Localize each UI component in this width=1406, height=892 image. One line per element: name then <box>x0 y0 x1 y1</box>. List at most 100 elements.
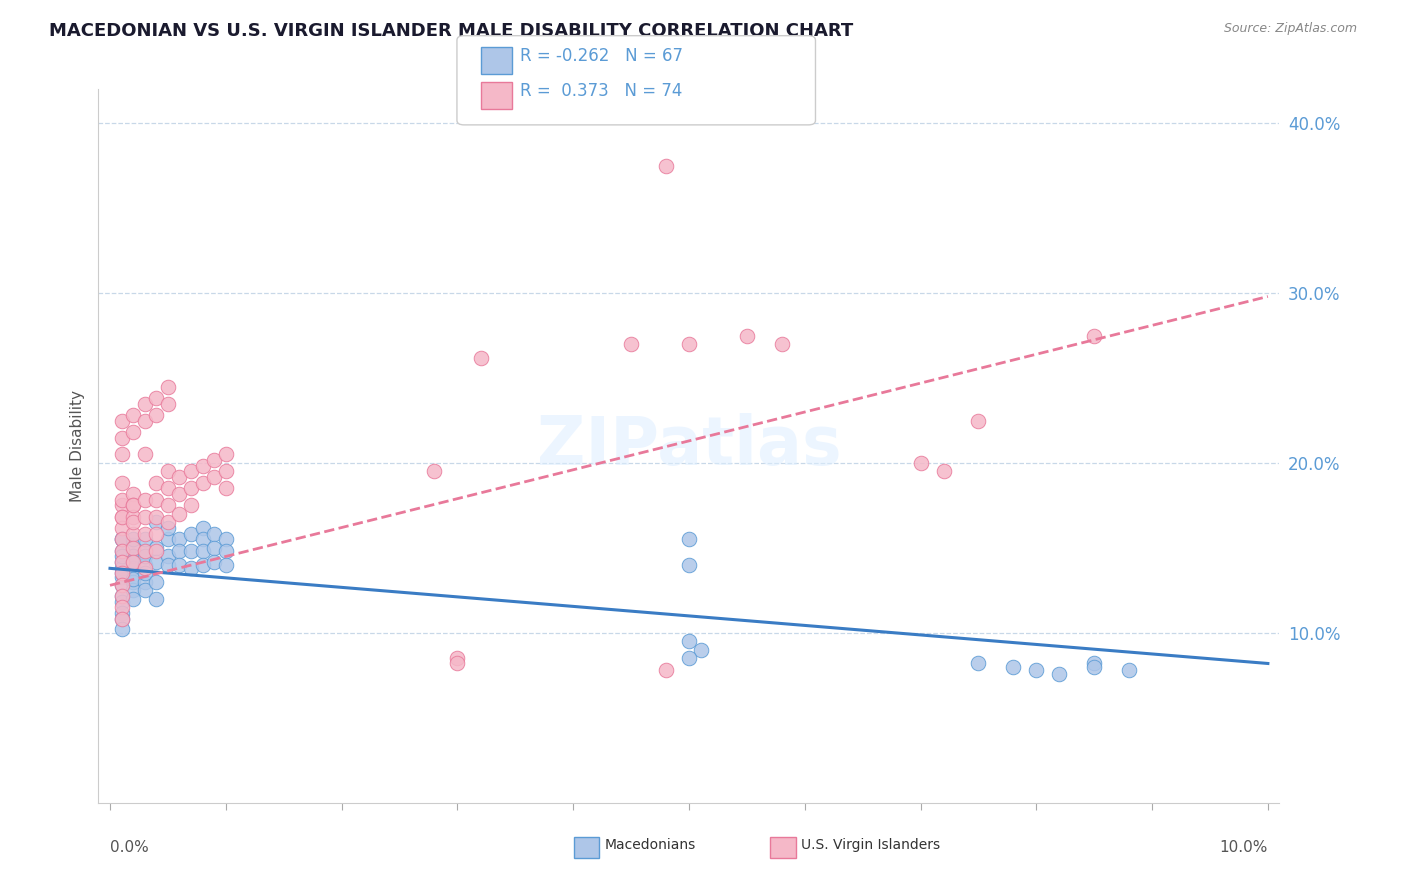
Point <box>678 651 700 665</box>
Point <box>1118 663 1140 677</box>
Point <box>770 337 793 351</box>
Point <box>678 634 700 648</box>
Point <box>110 476 132 491</box>
Point <box>423 465 446 479</box>
Point <box>110 589 132 603</box>
Point <box>110 533 132 547</box>
Point <box>110 555 132 569</box>
Point <box>122 533 145 547</box>
Point <box>655 663 678 677</box>
Point <box>215 448 238 462</box>
Point <box>967 413 990 427</box>
Point <box>134 533 156 547</box>
Point <box>156 516 179 530</box>
Point <box>122 499 145 513</box>
Point <box>110 549 132 564</box>
Point <box>910 456 932 470</box>
Point <box>1083 657 1105 671</box>
Point <box>122 527 145 541</box>
Point <box>689 643 711 657</box>
Point <box>122 572 145 586</box>
Point <box>156 499 179 513</box>
Point <box>180 482 202 496</box>
Point <box>110 544 132 558</box>
Point <box>215 482 238 496</box>
Point <box>202 527 225 541</box>
Text: R = -0.262   N = 67: R = -0.262 N = 67 <box>520 47 683 65</box>
Point <box>110 570 132 584</box>
Point <box>110 520 132 534</box>
Point <box>1083 660 1105 674</box>
Point <box>145 555 167 569</box>
Point <box>145 516 167 530</box>
Point <box>1025 663 1047 677</box>
Point <box>1002 660 1025 674</box>
Point <box>134 527 156 541</box>
Point <box>180 499 202 513</box>
Point <box>110 612 132 626</box>
Point <box>110 430 132 444</box>
Point <box>215 465 238 479</box>
Point <box>191 558 214 572</box>
Point <box>169 469 191 483</box>
Point <box>145 574 167 589</box>
Point <box>1083 328 1105 343</box>
Point <box>169 486 191 500</box>
Point <box>169 544 191 558</box>
Point <box>191 533 214 547</box>
Point <box>134 566 156 581</box>
Point <box>215 558 238 572</box>
Point <box>932 465 955 479</box>
Point <box>110 578 132 592</box>
Point <box>180 465 202 479</box>
Point <box>110 612 132 626</box>
Point <box>110 533 132 547</box>
Point <box>180 527 202 541</box>
Text: U.S. Virgin Islanders: U.S. Virgin Islanders <box>801 838 941 853</box>
Point <box>134 583 156 598</box>
Point <box>122 409 145 423</box>
Point <box>156 533 179 547</box>
Point <box>156 482 179 496</box>
Point <box>134 549 156 564</box>
Point <box>156 396 179 410</box>
Text: MACEDONIAN VS U.S. VIRGIN ISLANDER MALE DISABILITY CORRELATION CHART: MACEDONIAN VS U.S. VIRGIN ISLANDER MALE … <box>49 22 853 40</box>
Point <box>678 558 700 572</box>
Point <box>134 396 156 410</box>
Point <box>145 476 167 491</box>
Point <box>678 533 700 547</box>
Text: Macedonians: Macedonians <box>605 838 696 853</box>
Point <box>110 600 132 615</box>
Point <box>134 448 156 462</box>
Point <box>1049 666 1071 681</box>
Point <box>620 337 643 351</box>
Point <box>110 510 132 524</box>
Point <box>122 583 145 598</box>
Point <box>134 493 156 508</box>
Point <box>122 541 145 555</box>
Point <box>134 558 156 572</box>
Point <box>110 566 132 581</box>
Point <box>215 533 238 547</box>
Point <box>191 520 214 534</box>
Point <box>110 595 132 609</box>
Point <box>145 409 167 423</box>
Point <box>145 527 167 541</box>
Point <box>145 544 167 558</box>
Point <box>110 499 132 513</box>
Text: 10.0%: 10.0% <box>1219 840 1268 855</box>
Point <box>122 516 145 530</box>
Point <box>122 549 145 564</box>
Point <box>145 493 167 508</box>
Point <box>110 589 132 603</box>
Point <box>110 623 132 637</box>
Point <box>134 544 156 558</box>
Point <box>122 425 145 440</box>
Point <box>110 578 132 592</box>
Point <box>169 533 191 547</box>
Point <box>191 544 214 558</box>
Point <box>169 558 191 572</box>
Point <box>122 561 145 575</box>
Point <box>122 574 145 589</box>
Point <box>446 657 468 671</box>
